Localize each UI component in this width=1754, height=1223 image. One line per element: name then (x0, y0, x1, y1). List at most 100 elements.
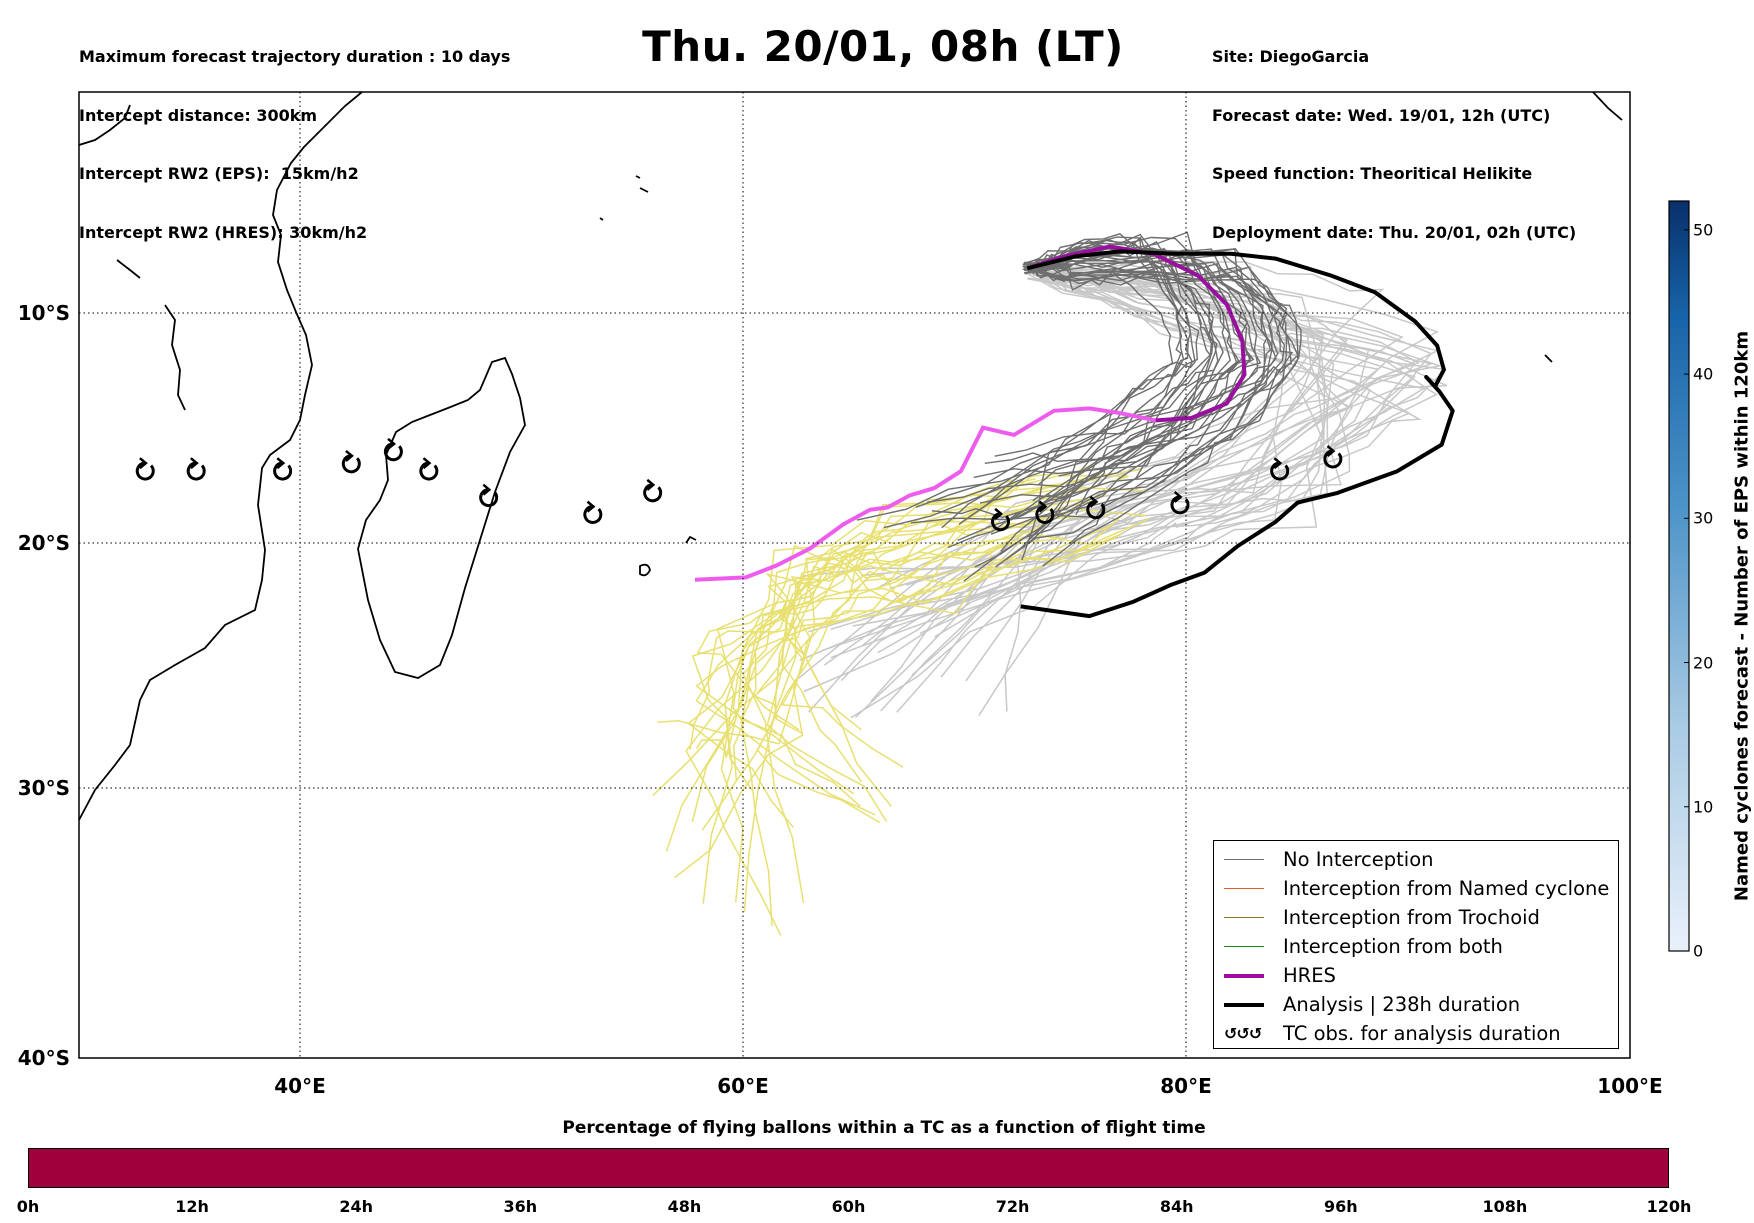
ensemble-member-line (652, 533, 1122, 796)
horizontal-colorbar-tick-label: 108h (1482, 1197, 1528, 1216)
legend-swatch (1224, 1002, 1264, 1007)
madagascar-coastline (357, 356, 526, 679)
gridlines (79, 92, 1630, 1058)
header-right-line: Forecast date: Wed. 19/01, 12h (UTC) (1212, 105, 1551, 125)
legend-label: TC obs. for analysis duration (1283, 1022, 1561, 1045)
lake-fragment-2 (116, 259, 141, 279)
legend-label: Analysis | 238h duration (1283, 993, 1521, 1016)
islands-2 (1544, 92, 1623, 363)
reunion (685, 535, 697, 544)
ensemble-member-line (958, 265, 1224, 525)
header-left-line: Maximum forecast trajectory duration : 1… (79, 47, 511, 66)
lon-label-40e: 40°E (274, 1074, 326, 1098)
ensemble-member-line (742, 527, 1043, 904)
ensemble-member-line (781, 534, 1029, 768)
horizontal-colorbar-tick-label: 96h (1323, 1197, 1358, 1216)
ensemble-member-line (743, 508, 1147, 912)
tc-obs-icon (1270, 461, 1290, 481)
tc-obs-arrow-icon (646, 478, 656, 491)
arabia-coast-fragment (79, 104, 131, 146)
ensemble-member-line (1023, 248, 1268, 542)
horizontal-colorbar-tick-label: 72h (995, 1197, 1030, 1216)
vertical-colorbar-ticks (1684, 229, 1689, 952)
tc-obs-arrow-icon (422, 457, 432, 470)
tc-obs-icon (135, 461, 155, 481)
tc-obs-arrow-icon (586, 500, 596, 513)
ensemble-member-line (990, 259, 1252, 535)
legend-label: Interception from Named cyclone (1283, 877, 1610, 900)
header-left-line: Intercept RW2 (HRES): 30km/h2 (79, 222, 368, 242)
ensemble-member-line (695, 462, 1099, 758)
ensemble-member-line (785, 523, 1114, 731)
vertical-colorbar-tick-label: 30 (1693, 508, 1714, 528)
horizontal-colorbar-tick-label: 12h (175, 1197, 209, 1216)
legend-item: Analysis | 238h duration (1214, 990, 1618, 1019)
tc-obs-icon (1170, 495, 1190, 515)
page-title: Thu. 20/01, 08h (LT) (642, 22, 1124, 71)
legend-item: Interception from Trochoid (1214, 903, 1618, 932)
tc-obs-icon (341, 454, 361, 474)
tc-obs-icon (1035, 505, 1055, 524)
legend-swatch (1224, 973, 1264, 978)
ensemble-member-line (931, 241, 1194, 519)
tc-observation-markers (135, 437, 1343, 532)
hres-analysis-track (694, 406, 1157, 582)
ensemble-no-interception-members (856, 231, 1302, 582)
header-left-line: Intercept RW2 (EPS): 15km/h2 (79, 164, 359, 183)
map-frame (78, 91, 1631, 1059)
tc-obs-arrow-icon (190, 457, 199, 470)
horizontal-colorbar-tick-label: 24h (339, 1197, 374, 1216)
analysis-track (1020, 249, 1455, 619)
hres-track (1026, 244, 1247, 423)
horizontal-colorbar (28, 1148, 1669, 1188)
tc-obs-arrow-icon (1273, 457, 1283, 470)
tc-obs-arrow-icon (387, 437, 396, 450)
horizontal-colorbar-tick-label: 84h (1159, 1197, 1194, 1216)
ensemble-member-line (1024, 266, 1294, 516)
legend-label: No Interception (1283, 848, 1434, 871)
horizontal-colorbar-tick-label: 60h (831, 1197, 866, 1216)
horizontal-colorbar-tick-label: 0h (16, 1197, 40, 1216)
ensemble-member-line (1011, 259, 1262, 520)
ensemble-member-line (926, 239, 1185, 503)
africa-coastline (79, 92, 363, 821)
ensemble-member-line (657, 529, 1025, 745)
tc-obs-arrow-icon (276, 457, 286, 470)
tc-obs-icon (991, 512, 1010, 532)
vertical-colorbar-tick-label: 20 (1693, 653, 1714, 673)
header-info-right: Site: DiegoGarcia Forecast date: Wed. 19… (1212, 8, 1576, 262)
ensemble-member-line (934, 264, 1353, 638)
legend-item: No Interception (1214, 845, 1618, 874)
tc-obs-icon (479, 488, 499, 508)
tc-obs-icon: ↺↺↺ (1224, 1024, 1262, 1043)
islands-1 (599, 175, 649, 221)
tc-obs-icon (273, 461, 293, 481)
tc-obs-arrow-icon (1326, 445, 1336, 458)
horizontal-colorbar-tick-label: 120h (1646, 1197, 1692, 1216)
legend-swatch (1224, 859, 1264, 860)
legend-item-tc-obs: ↺↺↺ TC obs. for analysis duration (1214, 1019, 1618, 1048)
tc-obs-arrow-icon (1089, 495, 1099, 508)
lon-label-80e: 80°E (1160, 1074, 1212, 1098)
legend-label: Interception from Trochoid (1283, 906, 1540, 929)
ensemble-member-line (889, 272, 1422, 590)
ensemble-yellow-members (652, 462, 1149, 936)
tc-obs-icon (186, 461, 206, 481)
lon-label-100e: 100°E (1597, 1074, 1662, 1098)
horizontal-colorbar-title: Percentage of flying ballons within a TC… (562, 1118, 1206, 1138)
header-left-line: Intercept distance: 300km (79, 105, 318, 125)
vertical-colorbar (1668, 200, 1690, 952)
ensemble-member-line (691, 478, 1098, 791)
tc-obs-arrow-icon (994, 507, 1004, 520)
ensemble-member-line (1024, 266, 1299, 477)
legend-label: HRES (1283, 964, 1336, 987)
lat-label-10s: 10°S (18, 301, 70, 325)
vertical-colorbar-tick-label: 10 (1693, 797, 1714, 817)
ensemble-member-line (753, 534, 1089, 734)
ensemble-member-line (1004, 271, 1441, 712)
lake-fragment (164, 304, 186, 411)
tc-obs-icon (383, 442, 403, 462)
tc-obs-icon (1323, 449, 1343, 469)
legend-swatch (1224, 946, 1264, 947)
